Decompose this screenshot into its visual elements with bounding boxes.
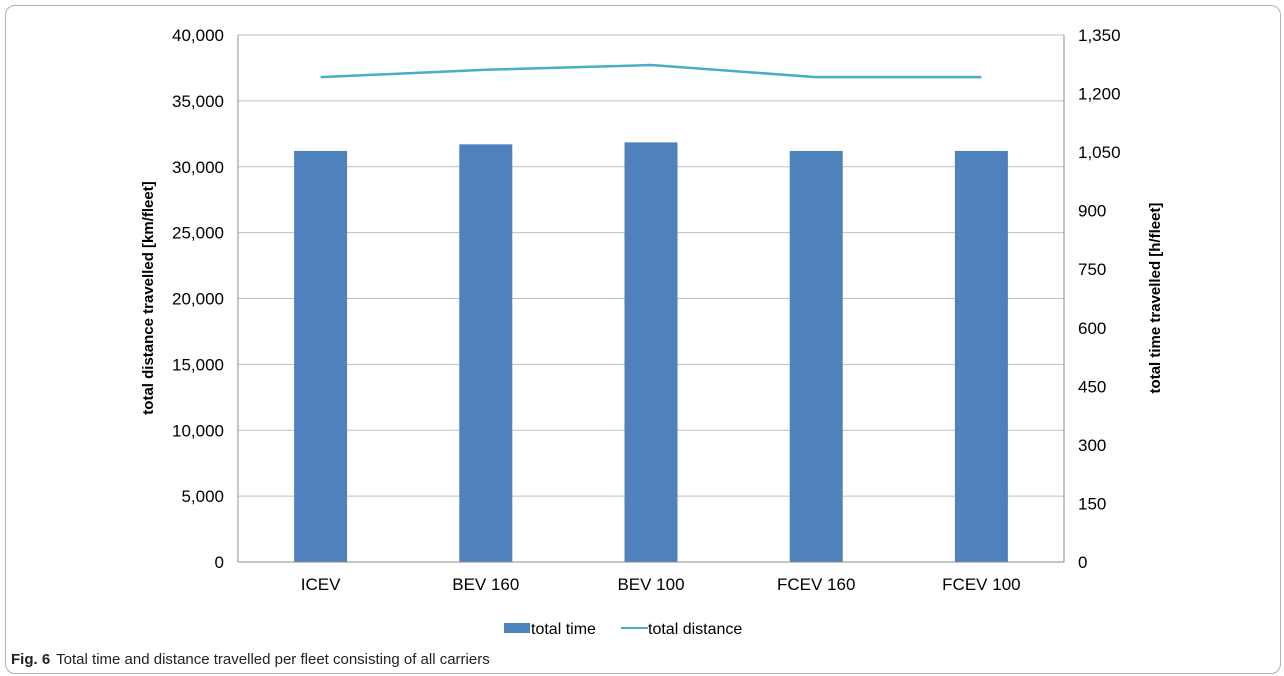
- y-axis-left-ticks: 0 5,000 10,000 15,000 20,000 25,000 30,000 35,0…: [172, 26, 224, 572]
- figure-label: Fig. 6: [11, 651, 51, 668]
- y-right-tick-label: 600: [1078, 319, 1106, 338]
- y-left-tick-label: 20,000: [172, 290, 224, 309]
- legend: total time total distance: [504, 621, 742, 638]
- legend-swatch-total-time: [504, 623, 530, 633]
- y-right-tick-label: 1,200: [1078, 85, 1121, 104]
- legend-label-total-time: total time: [531, 621, 596, 638]
- y-right-tick-label: 150: [1078, 494, 1106, 513]
- x-axis-ticks: ICEV BEV 160 BEV 100 FCEV 160 FCEV 100: [301, 575, 1021, 594]
- y-axis-right-ticks: 0 150 300 450 600 750 900 1,050 1,200 1,350: [1078, 26, 1121, 572]
- legend-label-total-distance: total distance: [648, 621, 742, 638]
- y-right-tick-label: 0: [1078, 553, 1087, 572]
- bar: [624, 142, 678, 562]
- y-left-tick-label: 0: [215, 553, 224, 572]
- x-tick-label: BEV 160: [452, 575, 519, 594]
- y-right-tick-label: 450: [1078, 377, 1106, 396]
- y-left-tick-label: 40,000: [172, 26, 224, 45]
- axes: [237, 35, 1065, 563]
- bar: [789, 150, 843, 562]
- line-total-distance: [320, 63, 982, 79]
- y-left-tick-label: 5,000: [181, 487, 224, 506]
- y-right-tick-label: 900: [1078, 202, 1106, 221]
- y-left-tick-label: 10,000: [172, 421, 224, 440]
- gridlines: [238, 34, 1064, 497]
- y-right-tick-label: 300: [1078, 436, 1106, 455]
- y-axis-left-title: total distance travelled [km/fleet]: [140, 181, 157, 414]
- figure-caption: Fig. 6 Total time and distance travelled …: [11, 651, 490, 668]
- x-tick-label: FCEV 160: [777, 575, 855, 594]
- figure-frame: [5, 5, 1281, 674]
- bar: [459, 144, 513, 563]
- figure-caption-text: Total time and distance travelled per fl…: [56, 651, 490, 668]
- y-left-tick-label: 25,000: [172, 224, 224, 243]
- y-right-tick-label: 750: [1078, 260, 1106, 279]
- y-right-tick-label: 1,050: [1078, 143, 1121, 162]
- y-left-tick-label: 15,000: [172, 355, 224, 374]
- y-axis-right-title: total time travelled [h/fleet]: [1147, 203, 1164, 394]
- y-left-tick-label: 35,000: [172, 92, 224, 111]
- bar: [954, 150, 1008, 562]
- y-right-tick-label: 1,350: [1078, 26, 1121, 45]
- y-left-tick-label: 30,000: [172, 158, 224, 177]
- x-tick-label: FCEV 100: [942, 575, 1020, 594]
- line-series: [320, 63, 982, 79]
- x-tick-label: ICEV: [301, 575, 341, 594]
- bar-series: [294, 142, 1008, 563]
- bar: [294, 150, 348, 562]
- x-tick-label: BEV 100: [617, 575, 684, 594]
